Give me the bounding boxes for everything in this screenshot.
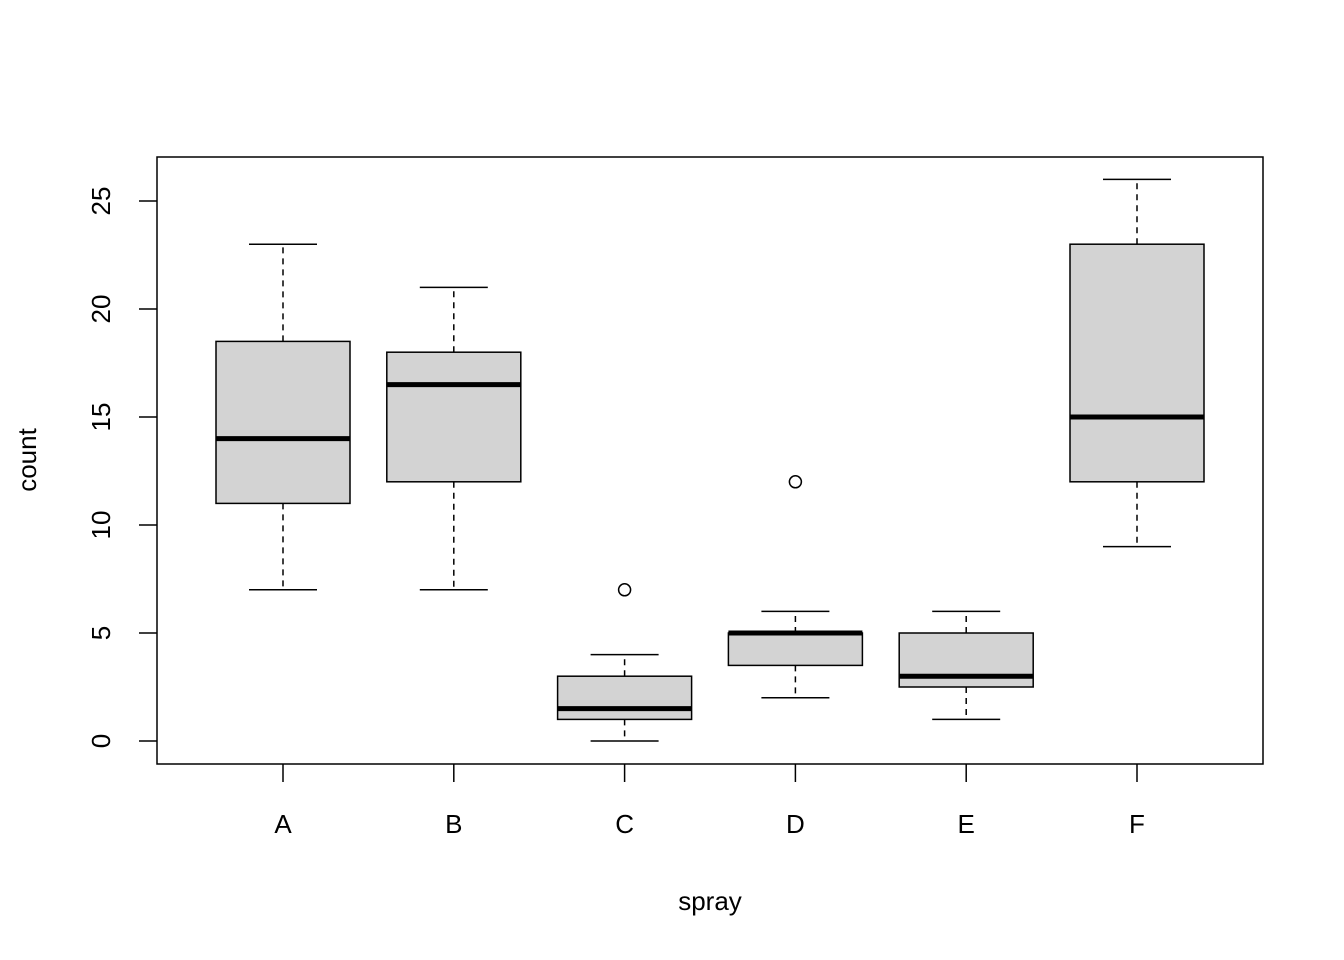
box-rect-F	[1069, 243, 1205, 483]
box-rect-B	[386, 351, 522, 483]
box-F	[1069, 178, 1205, 548]
y-tick-label-15: 15	[86, 403, 116, 432]
y-tick-label-0: 0	[86, 734, 116, 748]
box-rect-D	[727, 632, 864, 667]
y-axis: 0 5 10 15 20 25	[86, 187, 157, 748]
x-tick-label-D: D	[786, 809, 805, 839]
box-E	[898, 610, 1034, 721]
box-rect-C	[556, 675, 693, 721]
x-tick-label-C: C	[615, 809, 634, 839]
x-tick-label-A: A	[274, 809, 292, 839]
plot-frame	[156, 156, 1264, 765]
outlier-C-0	[617, 583, 632, 597]
y-tick-label-5: 5	[86, 626, 116, 640]
x-axis: A B C D E F	[274, 764, 1145, 839]
y-tick-label-10: 10	[86, 511, 116, 540]
y-tick-label-20: 20	[86, 295, 116, 324]
box-B	[386, 286, 522, 591]
box-D	[727, 475, 864, 699]
box-rect-E	[898, 632, 1034, 688]
x-tick-label-B: B	[445, 809, 462, 839]
y-axis-title: count	[12, 427, 42, 491]
box-rect-A	[215, 340, 351, 505]
x-tick-label-F: F	[1129, 809, 1145, 839]
x-axis-title: spray	[678, 886, 742, 916]
box-A	[215, 243, 351, 591]
y-tick-label-25: 25	[86, 187, 116, 216]
boxes-group	[215, 178, 1205, 742]
box-C	[556, 583, 693, 742]
outlier-D-0	[788, 475, 803, 489]
x-tick-label-E: E	[958, 809, 975, 839]
